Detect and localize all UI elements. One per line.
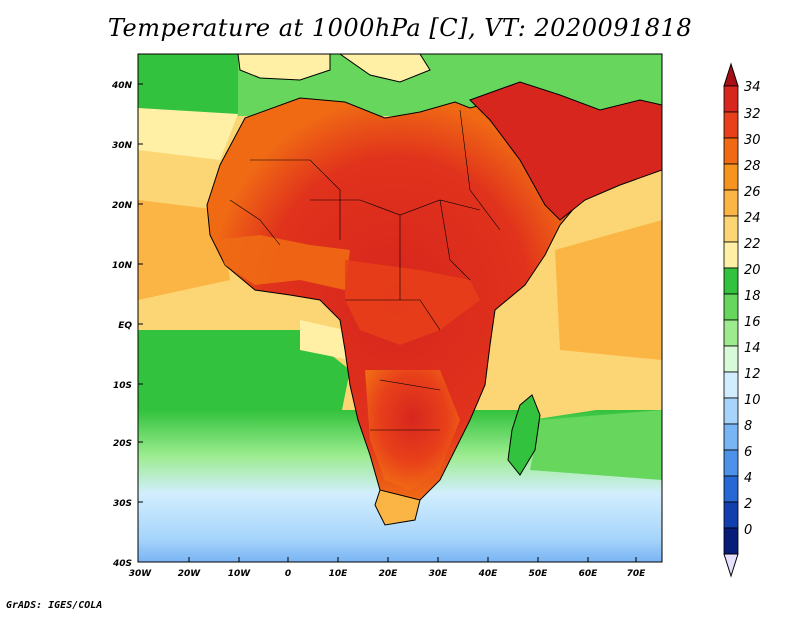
colorbar-label: 12 [744, 367, 761, 382]
colorbar-labels: 34 32 30 28 26 24 22 20 18 16 14 12 10 8… [744, 80, 761, 538]
colorbar-label: 20 [744, 263, 761, 278]
atlantic-warm-band [138, 200, 230, 300]
colorbar-swatch [723, 397, 739, 425]
colorbar-swatch [723, 215, 739, 243]
colorbar-swatch [723, 189, 739, 217]
colorbar-swatch [723, 371, 739, 399]
lon-label: 20E [379, 569, 399, 579]
colorbar-swatch [723, 423, 739, 451]
colorbar-label: 28 [744, 159, 761, 174]
europe-landmass [237, 54, 431, 83]
colorbar-swatch [723, 163, 739, 191]
lon-ticks [188, 557, 637, 562]
country-borders [229, 109, 501, 431]
colorbar-label: 10 [744, 393, 761, 408]
colorbar-swatch [723, 319, 739, 347]
lon-label: 0 [285, 569, 291, 579]
colorbar-label: 8 [744, 419, 752, 434]
colorbar-label: 30 [744, 133, 761, 148]
colorbar-swatch [723, 267, 739, 295]
lat-label: 30S [113, 499, 132, 509]
map-frame [137, 53, 663, 563]
lat-ticks [138, 83, 143, 503]
lat-label: 40N [111, 81, 133, 91]
colorbar-swatch [723, 241, 739, 269]
colorbar-label: 16 [744, 315, 761, 330]
colorbar-swatch [723, 527, 739, 555]
lon-label: 40E [478, 569, 499, 579]
colorbar-swatch [723, 449, 739, 477]
colorbar-swatch [723, 137, 739, 165]
colorbar-bottom-arrow [723, 553, 739, 578]
lon-label: 30W [129, 569, 153, 579]
lon-label: 60E [579, 569, 599, 579]
indian-ocean-green [530, 410, 662, 480]
lon-label: 20W [178, 569, 202, 579]
cape-region [374, 489, 421, 526]
north-atlantic-band [138, 54, 238, 114]
colorbar-label: 2 [744, 497, 752, 512]
colorbar-label: 34 [744, 80, 761, 95]
colorbar-label: 4 [744, 471, 752, 486]
central-africa-band [345, 260, 480, 345]
colorbar-swatch [723, 475, 739, 503]
colorbar-label: 32 [744, 107, 761, 122]
colorbar-swatch [723, 345, 739, 373]
colorbar-label: 14 [744, 341, 761, 356]
colorbar [723, 62, 739, 578]
map-title: Temperature at 1000hPa [C], VT: 20200918… [107, 14, 693, 42]
colorbar-label: 22 [744, 237, 761, 252]
madagascar [507, 394, 541, 476]
lon-label: 30E [429, 569, 449, 579]
indian-ocean-warm [555, 220, 662, 360]
colorbar-swatch [723, 85, 739, 113]
colorbar-swatch [723, 501, 739, 529]
lon-label: 10E [329, 569, 349, 579]
colorbar-label: 18 [744, 289, 761, 304]
lat-label: 10S [113, 381, 132, 391]
lat-label: 30N [112, 141, 133, 151]
colorbar-label: 0 [744, 523, 752, 538]
lon-label: 50E [529, 569, 549, 579]
colorbar-swatch [723, 111, 739, 139]
lat-label: 40S [112, 559, 132, 569]
lon-label: 70E [627, 569, 647, 579]
colorbar-label: 26 [744, 185, 761, 200]
atlantic-yellow-north [138, 108, 238, 160]
lon-axis: 30W 20W 10W 0 10E 20E 30E 40E 50E 60E 70… [129, 569, 646, 579]
colorbar-swatch [723, 293, 739, 321]
lat-label: 20N [112, 201, 133, 211]
lat-axis: 40N 30N 20N 10N EQ 10S 20S 30S 40S [111, 81, 133, 569]
colorbar-label: 6 [744, 445, 752, 460]
colorbar-label: 24 [744, 211, 761, 226]
map-panel [138, 54, 662, 562]
footer-credit: GrADS: IGES/COLA [6, 600, 103, 611]
lat-label: EQ [118, 321, 132, 331]
lat-label: 10N [112, 261, 133, 271]
arabia-landmass [469, 81, 662, 221]
lat-label: 20S [113, 439, 132, 449]
sahel-band [215, 235, 350, 290]
colorbar-top-arrow [723, 62, 739, 87]
atlantic-green-band [138, 330, 350, 420]
gulf-yellow [300, 320, 350, 360]
lon-label: 10W [228, 569, 252, 579]
